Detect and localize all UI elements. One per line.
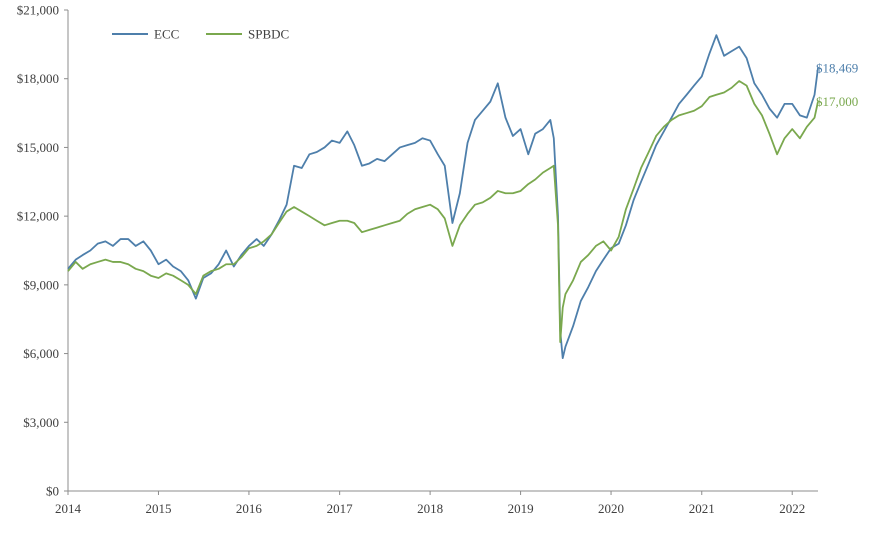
y-tick-label: $15,000 [17,140,59,155]
x-tick-label: 2019 [508,501,534,516]
legend: ECC SPBDC [112,27,289,42]
x-tick-label: 2021 [689,501,715,516]
axes: $0 $3,000 $6,000 $9,000 $12,000 $15,000 $18,00… [17,3,818,516]
y-tick-label: $18,000 [17,71,59,86]
series-line-ecc [67,34,819,360]
y-tick-label: $12,000 [17,209,59,224]
end-value-label-ecc: $18,469 [816,60,858,75]
y-tick-label: $21,000 [17,3,59,18]
series-layer [67,34,819,360]
x-tick-label: 2017 [327,501,354,516]
x-tick-label: 2016 [236,501,263,516]
x-tick-label: 2015 [145,501,171,516]
end-labels: $18,469 $17,000 [816,60,858,109]
series-line-spbdc [67,80,819,344]
legend-label-spbdc: SPBDC [248,27,289,42]
y-tick-label: $0 [46,484,59,499]
x-tick-label: 2014 [55,501,82,516]
y-tick-label: $9,000 [23,277,59,292]
x-tick-label: 2018 [417,501,443,516]
x-tick-label: 2020 [598,501,624,516]
y-tick-label: $6,000 [23,346,59,361]
end-value-label-spbdc: $17,000 [816,94,858,109]
x-tick-label: 2022 [779,501,805,516]
y-tick-label: $3,000 [23,415,59,430]
legend-label-ecc: ECC [154,27,179,42]
